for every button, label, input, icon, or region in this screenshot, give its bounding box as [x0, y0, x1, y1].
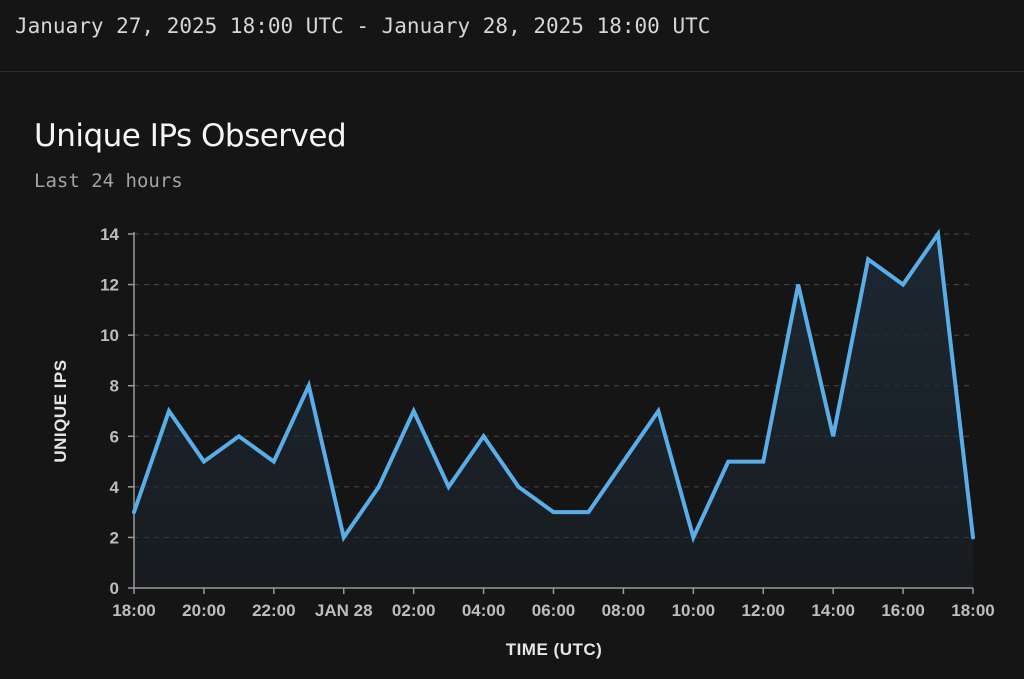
y-tick-label: 2: [110, 528, 119, 547]
data-point: [342, 535, 346, 539]
x-tick-label: JAN 28: [315, 601, 373, 620]
x-tick-label: 14:00: [811, 601, 854, 620]
x-tick-label: 18:00: [951, 601, 994, 620]
data-point: [971, 535, 975, 539]
data-point: [761, 460, 765, 464]
axes: [128, 232, 974, 594]
data-point: [901, 283, 905, 287]
data-point: [691, 535, 695, 539]
x-tick-label: 20:00: [182, 601, 225, 620]
chart-card: Unique IPs Observed Last 24 hours 0 2 4 6 8 1…: [0, 73, 1024, 679]
y-tick-labels: 0 2 4 6 8 10 12 14: [100, 225, 119, 598]
y-tick-label: 10: [100, 326, 119, 345]
data-point: [447, 485, 451, 489]
x-tick-labels: 18:00 20:00 22:00 JAN 28 02:00 04:00 06:00 08:0…: [112, 601, 994, 620]
data-point: [796, 283, 800, 287]
x-tick-label: 18:00: [112, 601, 155, 620]
data-point: [167, 409, 171, 413]
y-tick-label: 14: [100, 225, 119, 244]
data-point: [621, 460, 625, 464]
x-tick-label: 02:00: [392, 601, 435, 620]
y-tick-label: 0: [110, 579, 119, 598]
date-range-label: January 27, 2025 18:00 UTC - January 28,…: [15, 14, 711, 38]
chart-subtitle: Last 24 hours: [34, 170, 183, 192]
data-point: [377, 485, 381, 489]
data-point: [552, 510, 556, 514]
series-area: [134, 234, 973, 588]
data-point: [272, 460, 276, 464]
data-point: [936, 232, 940, 236]
data-point: [831, 434, 835, 438]
x-tick-label: 22:00: [252, 601, 295, 620]
data-point: [132, 510, 136, 514]
data-point: [307, 384, 311, 388]
data-point: [237, 434, 241, 438]
series-line-group: [132, 228, 975, 544]
data-point: [586, 510, 590, 514]
x-tick-label: 04:00: [462, 601, 505, 620]
y-tick-label: 4: [110, 478, 120, 497]
data-point: [202, 460, 206, 464]
series-line: [132, 228, 975, 544]
x-tick-label: 08:00: [602, 601, 645, 620]
header-bar: January 27, 2025 18:00 UTC - January 28,…: [0, 0, 1024, 72]
data-point: [866, 257, 870, 261]
unique-ips-chart: 0 2 4 6 8 10 12 14 18:00 20:00 22:00 JAN 28 02:00 04…: [51, 225, 995, 659]
data-point: [726, 460, 730, 464]
data-point: [412, 409, 416, 413]
y-tick-label: 6: [110, 427, 119, 446]
x-tick-label: 10:00: [672, 601, 715, 620]
chart-title: Unique IPs Observed: [34, 118, 347, 154]
x-axis-title: TIME (UTC): [506, 640, 603, 659]
data-point: [517, 485, 521, 489]
data-point: [482, 434, 486, 438]
y-tick-label: 8: [110, 377, 119, 396]
y-axis-title: UNIQUE IPS: [51, 359, 70, 462]
data-point: [656, 409, 660, 413]
x-tick-label: 16:00: [881, 601, 924, 620]
x-tick-label: 12:00: [742, 601, 785, 620]
area-fill-group: [134, 234, 973, 588]
y-tick-label: 12: [100, 276, 119, 295]
x-tick-label: 06:00: [532, 601, 575, 620]
